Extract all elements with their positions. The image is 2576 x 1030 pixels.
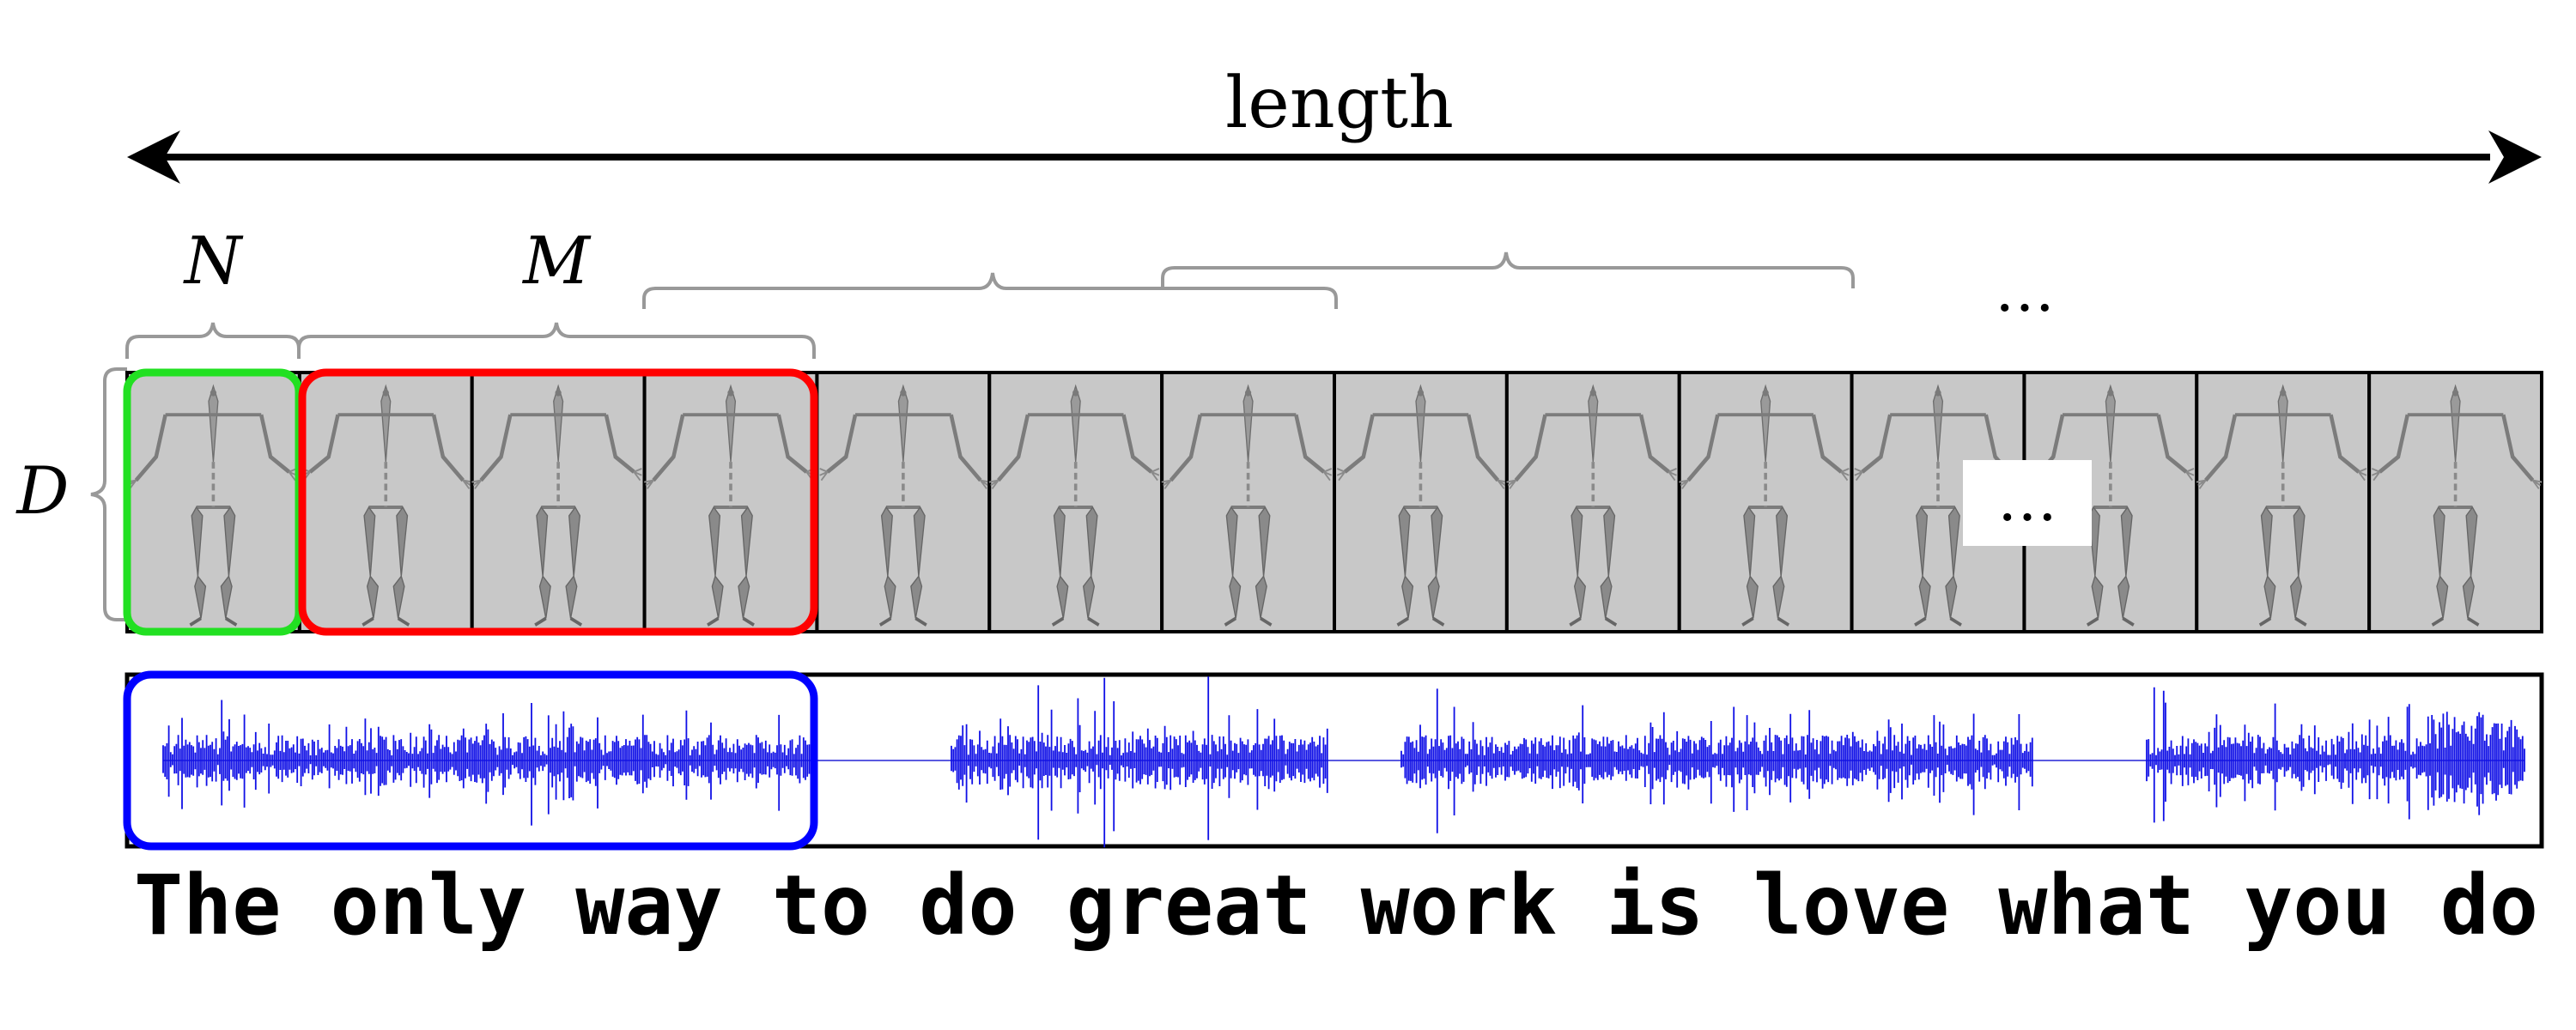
symbol-d: D [15, 452, 70, 529]
brace-m [297, 322, 816, 359]
brace-n [125, 322, 301, 359]
motion-frame [1162, 371, 1336, 633]
symbol-m: M [521, 222, 592, 299]
m-window [298, 368, 818, 636]
motion-frame [2196, 371, 2372, 633]
motion-frame [1679, 371, 1854, 633]
audio-waveform-icon [162, 676, 2525, 848]
motion-frame [1506, 371, 1681, 633]
window-braces [90, 251, 1855, 621]
motion-frame [127, 371, 301, 633]
brace-stride-2 [1161, 251, 1855, 288]
length-arrow [127, 130, 2542, 184]
motion-frame [989, 371, 1164, 633]
motion-frame [297, 371, 472, 633]
length-label: length [1225, 63, 1454, 144]
motion-frame [644, 371, 819, 633]
motion-frame [471, 371, 647, 633]
motion-frame [2367, 371, 2542, 633]
audio-window [123, 670, 818, 851]
motion-frame [815, 371, 989, 633]
frames-ellipsis: … [1997, 464, 2057, 535]
brace-stride-1 [642, 272, 1338, 309]
ellipsis-patch [1963, 460, 2092, 546]
brace-d [90, 367, 127, 621]
stride-ellipsis: … [1995, 255, 2055, 325]
sentence-text: The only way to do great work is love wh… [134, 857, 2538, 954]
motion-frames-strip [127, 371, 2543, 633]
symbol-n: N [183, 222, 244, 299]
motion-frame [1333, 371, 1507, 633]
